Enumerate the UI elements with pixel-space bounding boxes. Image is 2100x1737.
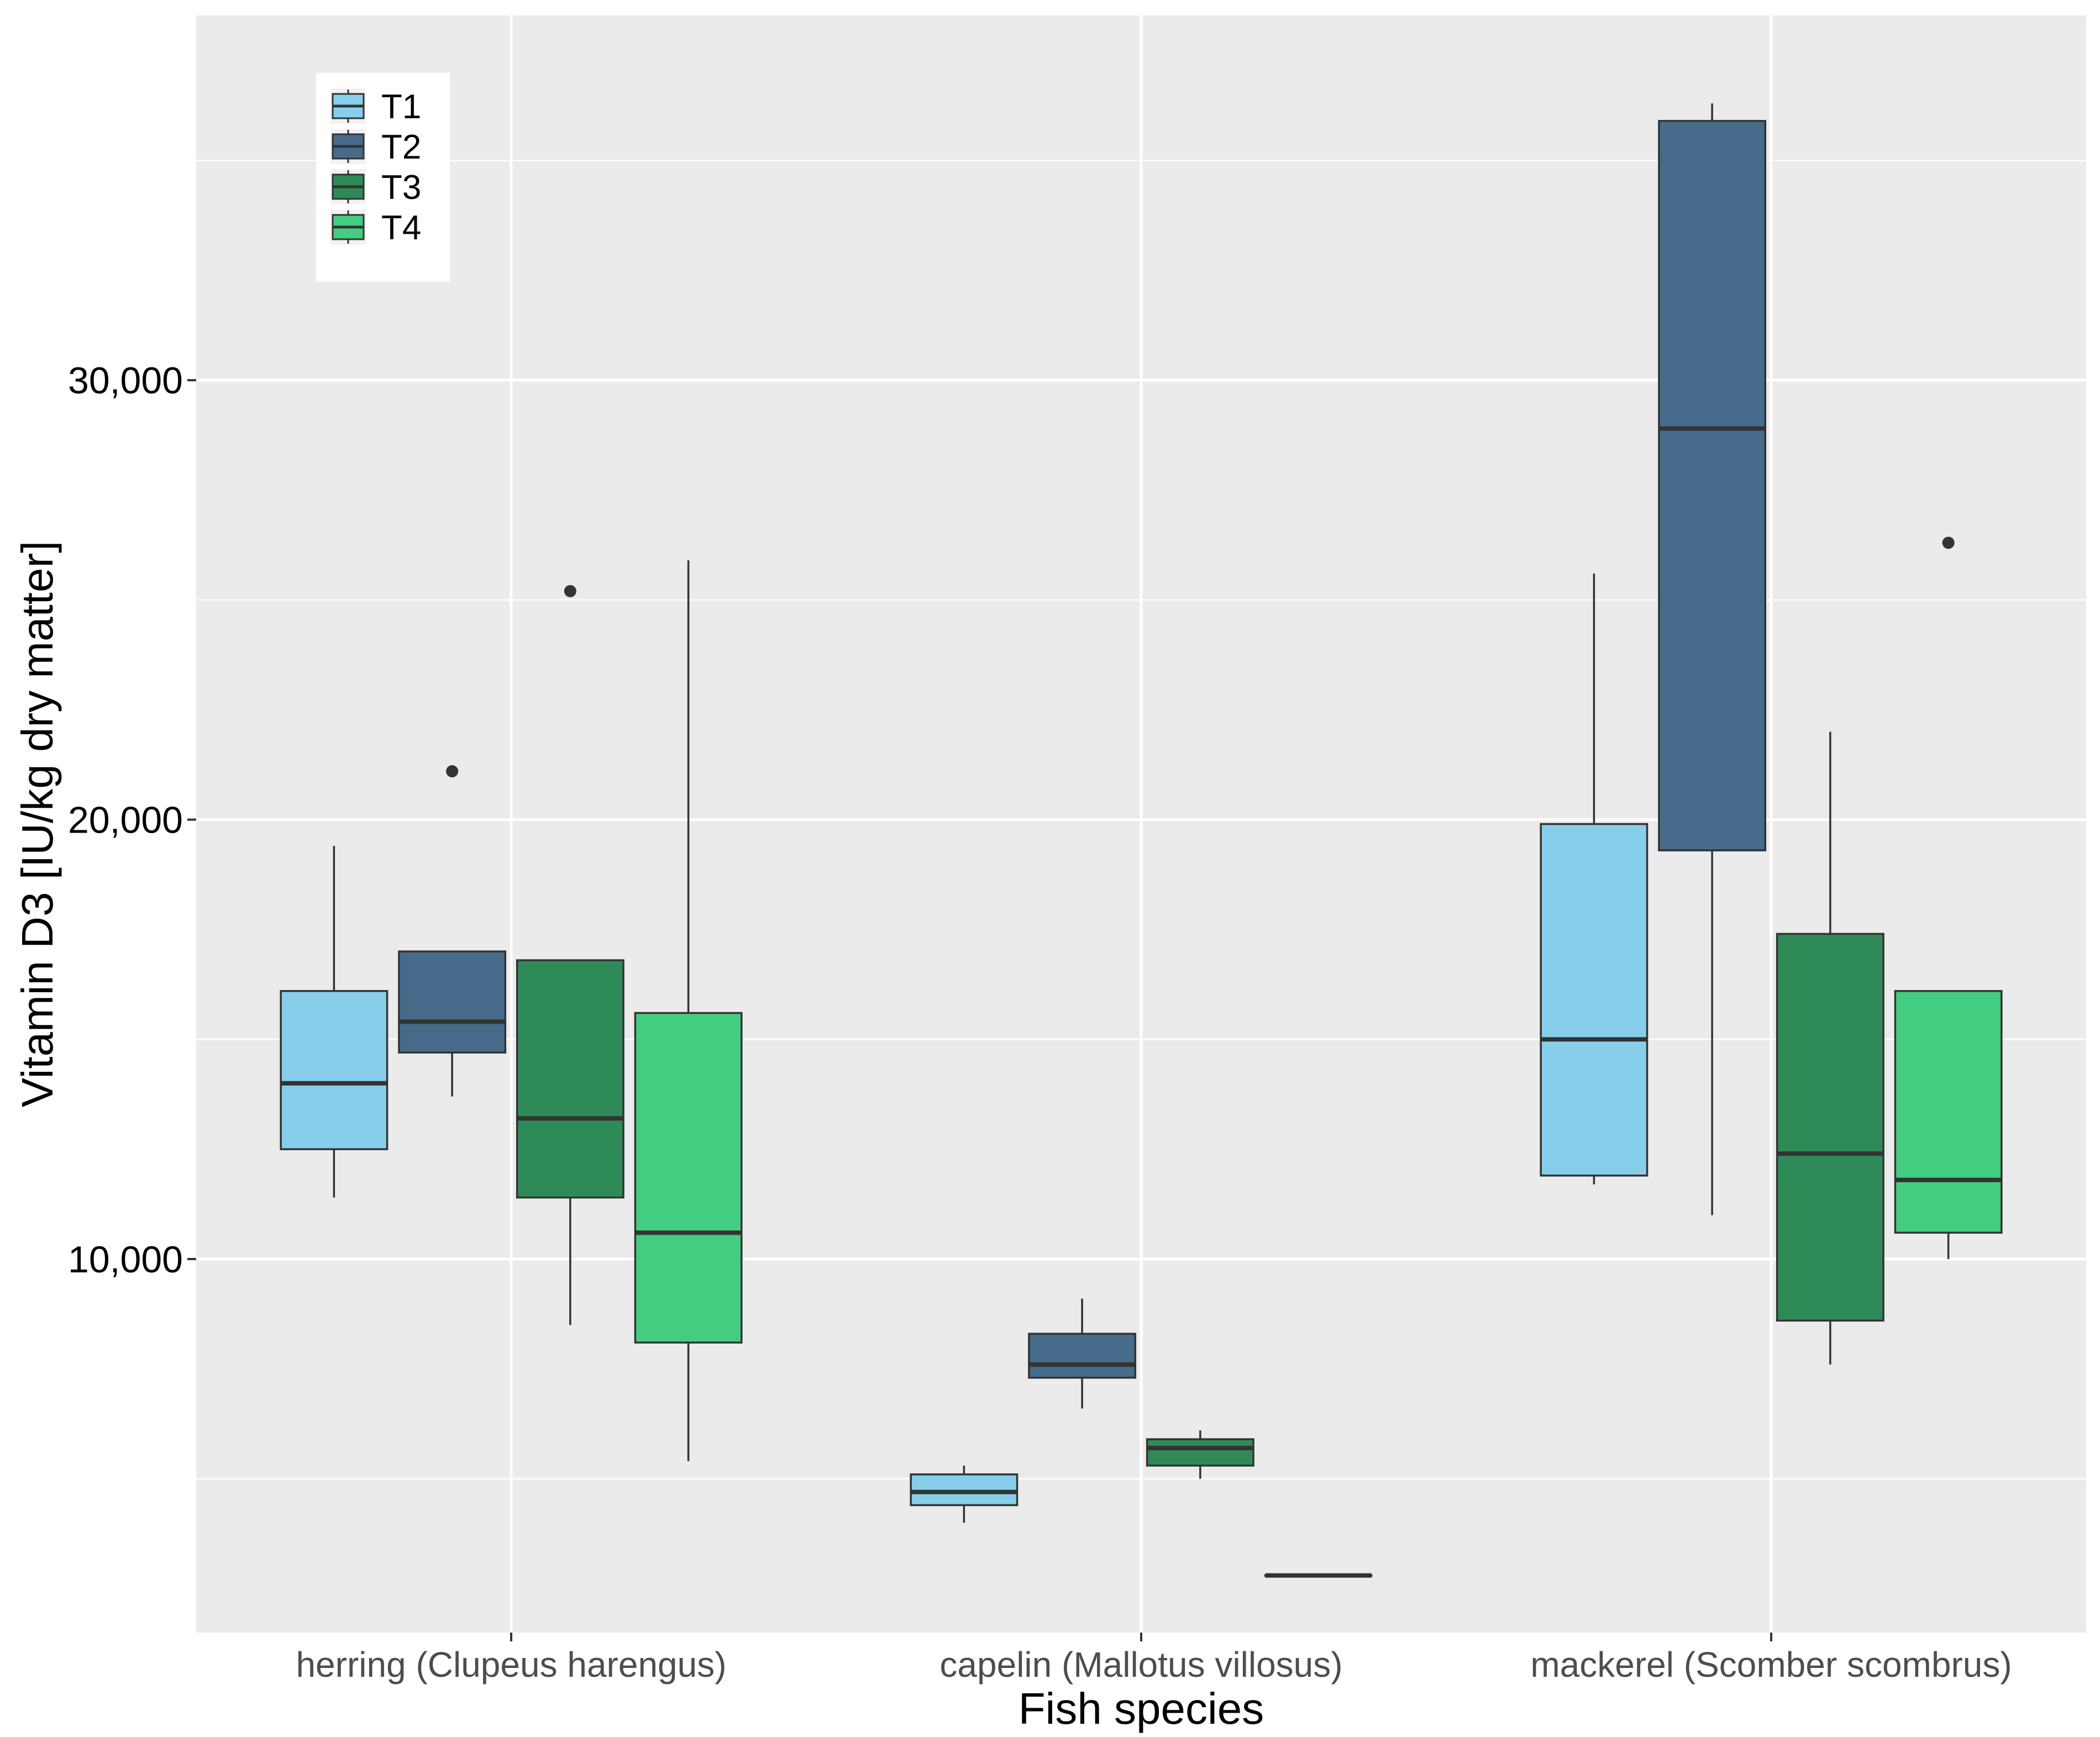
- y-axis-title: Vitamin D3 [IU/kg dry matter]: [13, 541, 62, 1108]
- legend-label: T2: [381, 128, 421, 166]
- y-axis: 10,000 20,000 30,000: [68, 360, 196, 1281]
- box-iqr: [280, 989, 389, 1150]
- box-iqr: [1028, 1333, 1137, 1379]
- y-tick-label: 30,000: [68, 360, 183, 402]
- box-iqr: [1658, 120, 1767, 851]
- boxes-layer: [280, 103, 2003, 1578]
- legend-item-T4: T4: [330, 209, 421, 247]
- legend-item-T2: T2: [330, 128, 421, 166]
- major-grid: [196, 15, 2086, 1633]
- legend-label: T1: [381, 88, 421, 126]
- x-axis-title: Fish species: [1019, 1684, 1264, 1733]
- box-T1-0: [280, 846, 389, 1198]
- legend-item-T1: T1: [330, 88, 421, 126]
- box-T4-0: [634, 560, 743, 1461]
- x-tick-label: mackerel (Scomber scombrus): [1530, 1645, 2012, 1685]
- box-iqr: [634, 1012, 743, 1344]
- box-T1-1: [910, 1465, 1019, 1523]
- box-iqr: [1894, 989, 2003, 1234]
- legend-label: T3: [381, 169, 421, 207]
- y-tick-label: 10,000: [68, 1239, 183, 1281]
- outlier-point: [564, 585, 576, 597]
- box-iqr: [1540, 823, 1649, 1177]
- box-T3-0: [516, 585, 624, 1325]
- x-tick-label: capelin (Mallotus villosus): [939, 1645, 1342, 1685]
- legend-label: T4: [381, 209, 421, 247]
- box-iqr: [398, 950, 507, 1054]
- box-T3-2: [1776, 731, 1884, 1365]
- box-T4-2: [1894, 536, 2003, 1259]
- box-T2-2: [1658, 103, 1767, 1215]
- box-T2-1: [1028, 1298, 1137, 1409]
- outlier-point: [446, 765, 459, 778]
- box-T3-1: [1146, 1430, 1254, 1479]
- box-iqr: [1146, 1438, 1254, 1467]
- x-tick-label: herring (Clupeus harengus): [296, 1645, 726, 1685]
- legend-item-T3: T3: [330, 169, 421, 207]
- box-iqr: [1776, 933, 1884, 1322]
- box-T2-0: [398, 765, 507, 1097]
- box-T1-2: [1540, 573, 1649, 1185]
- outlier-point: [1942, 536, 1955, 549]
- x-axis: herring (Clupeus harengus) capelin (Mallo…: [296, 1633, 2012, 1685]
- y-tick-label: 20,000: [68, 799, 183, 841]
- box-iqr: [516, 959, 624, 1199]
